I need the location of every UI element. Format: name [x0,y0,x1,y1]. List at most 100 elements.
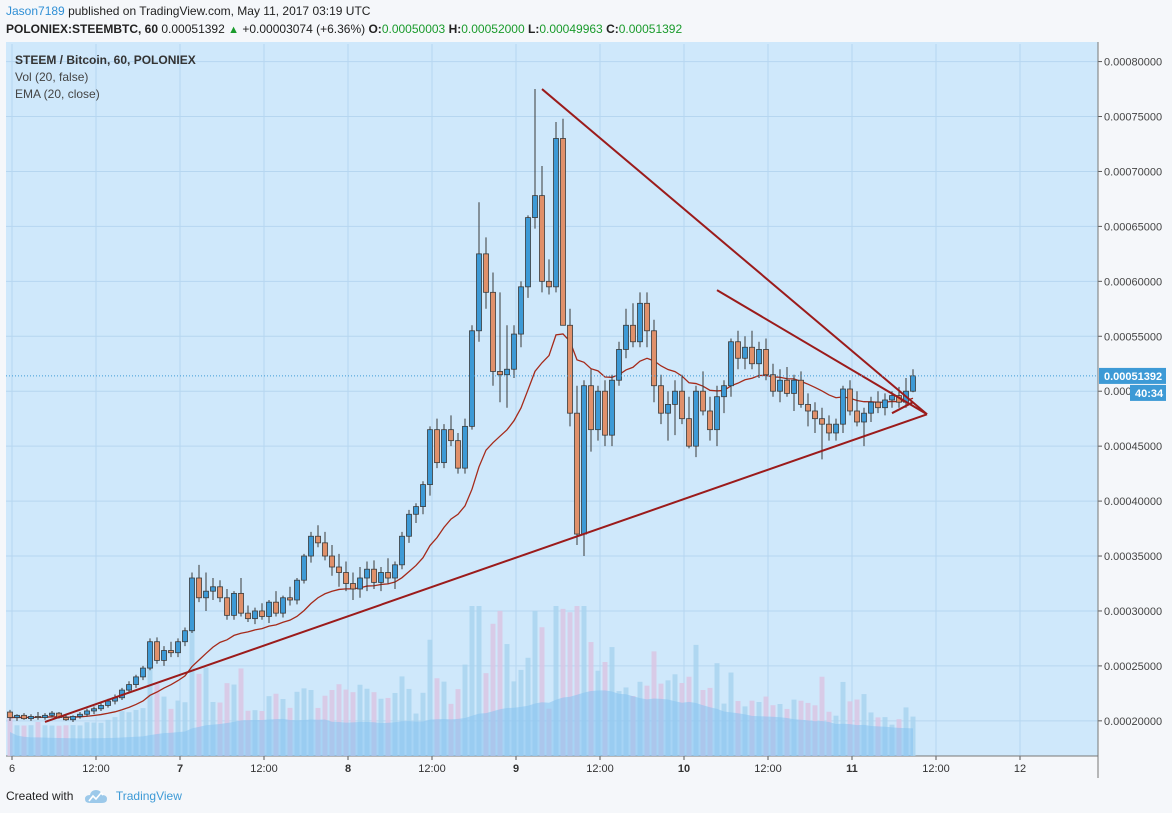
last-price-label: 0.00051392 [1104,371,1162,383]
candle-body [28,716,34,720]
volume-bar [532,610,538,756]
candle-body [406,513,412,537]
author-link[interactable]: Jason7189 [6,4,65,18]
tradingview-cloud-icon [84,789,107,803]
volume-bar [560,608,566,756]
candle-body [392,564,398,579]
candle-body [259,610,265,617]
candle-body [21,714,27,720]
candle-body [826,423,832,434]
tradingview-link[interactable]: TradingView [115,789,182,803]
candle-body [777,379,783,392]
candle-body [672,390,678,405]
last-price: 0.00051392 [161,22,225,36]
footer: Created with TradingView [6,786,182,806]
candle-body [203,590,209,599]
symbol-label: POLONIEX:STEEMBTC, 60 [6,22,159,36]
candle-body [385,572,391,579]
candle-body [175,641,181,654]
candle-body [189,577,195,632]
candle-body [462,425,468,469]
candle-body [504,368,510,376]
candle-body [420,484,426,507]
candle-body [889,395,895,401]
publish-line: Jason7189 published on TradingView.com, … [6,3,370,19]
volume-bar [147,664,153,756]
candle-body [756,349,762,365]
candle-body [105,700,111,706]
candle-body [434,429,440,464]
candle-body [693,390,699,447]
candle-body [413,506,419,515]
volume-bar [112,717,118,756]
volume-ma-area [10,690,913,756]
legend-title: STEEM / Bitcoin, 60, POLONIEX [15,53,196,67]
volume-bar [196,673,202,756]
candle-body [7,711,13,718]
candle-body [84,710,90,715]
up-arrow-icon: ▲ [228,24,240,36]
volume-bar [238,668,244,756]
candle-body [490,291,496,372]
candle-body [749,346,755,365]
candle-body [294,579,300,601]
volume-bar [574,606,580,756]
candle-body [735,341,741,359]
candle-body [91,708,97,712]
volume-bar [539,627,545,756]
countdown-marker [1130,384,1166,401]
candle-body [476,253,482,332]
y-tick-label: 0.00065000 [1104,221,1162,233]
price-chart[interactable]: 0.00080000 0.00075000 0.00070000 0.00065000… [6,42,1166,778]
candle-body [532,195,538,219]
quote-line: POLONIEX:STEEMBTC, 60 0.00051392 ▲ +0.00… [6,21,682,37]
candle-body [847,388,853,412]
x-tick-label: 10 [678,763,690,775]
candle-body [371,568,377,583]
y-tick-label: 0.00075000 [1104,112,1162,124]
x-tick-label: 6 [9,763,15,775]
candle-body [819,418,825,425]
candle-body [525,217,531,288]
volume-bar [231,684,237,756]
candle-body [469,330,475,427]
x-tick-label: 12:00 [922,763,950,775]
candle-body [910,375,916,392]
x-tick-label: 12:00 [82,763,110,775]
candle-body [182,630,188,643]
candle-body [14,714,20,718]
candle-body [315,535,321,544]
candle-body [133,676,139,685]
volume-bar [168,708,174,756]
volume-bar [840,681,846,756]
candle-body [609,379,615,436]
candle-body [784,379,790,394]
chart-area[interactable]: 0.00080000 0.00075000 0.00070000 0.00065000… [6,42,1166,778]
candle-body [637,302,643,343]
volume-bar [119,711,125,756]
y-tick-label: 0.00080000 [1104,57,1162,69]
candle-body [364,568,370,579]
volume-bar [357,684,363,756]
candle-body [840,388,846,425]
candle-body [861,412,867,423]
x-tick-label: 12:00 [754,763,782,775]
candle-body [231,592,237,616]
candle-body [126,684,132,691]
volume-bar [497,610,503,756]
x-tick-label: 12:00 [250,763,278,775]
volume-bar [504,644,510,756]
volume-bar [224,683,230,756]
trendline [44,413,928,723]
candle-body [574,412,580,535]
x-tick-label: 12:00 [418,763,446,775]
candle-body [287,597,293,601]
candle-body [427,429,433,486]
candle-body [728,341,734,387]
candle-body [791,379,797,394]
candle-body [448,429,454,442]
candle-body [252,610,258,620]
candle-body [210,586,216,592]
y-tick-label: 0.00035000 [1104,551,1162,563]
high-value: 0.00052000 [461,22,525,36]
